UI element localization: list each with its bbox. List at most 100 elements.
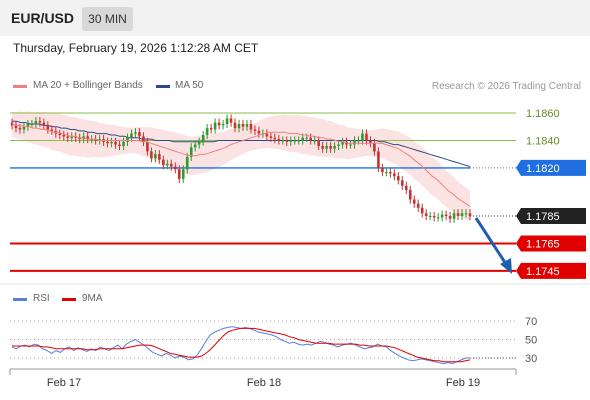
candle-body [94, 139, 97, 141]
candle-body [381, 167, 384, 173]
candle-body [385, 172, 388, 174]
candle-body [349, 144, 352, 146]
candle-body [424, 213, 428, 216]
rsi-ma-legend-swatch [62, 298, 76, 301]
candle-body [456, 213, 460, 216]
candle-body [464, 213, 468, 215]
candle-body [58, 133, 62, 135]
ma20-line [11, 123, 471, 207]
research-credit: Research © 2026 Trading Central [431, 81, 581, 92]
forecast-arrow-shaft [474, 217, 508, 265]
candle-body [436, 217, 440, 219]
candle-body [237, 123, 241, 129]
candle-body [468, 213, 472, 216]
candle-body [257, 130, 261, 134]
rsi-tick-70: 70 [525, 316, 537, 328]
candle-body [448, 216, 452, 219]
candle-body [400, 180, 404, 186]
rsi-tick-30: 30 [525, 353, 537, 365]
candle-body [62, 134, 66, 137]
candle-body [460, 213, 464, 216]
rsi-ma-line [12, 327, 471, 363]
candle-body [10, 122, 14, 126]
candle-body [177, 169, 181, 179]
candle-body [444, 214, 448, 216]
rsi-legend-label: RSI [33, 293, 50, 304]
candle-body [412, 199, 416, 204]
y-tick-1765-box [516, 235, 586, 252]
candle-body [389, 172, 392, 174]
candle-body [181, 169, 185, 179]
candle-body [440, 214, 444, 218]
candle-body [46, 125, 50, 130]
candle-body [70, 136, 74, 138]
header-bar: EUR/USD 30 MIN [0, 0, 590, 36]
candle-body [289, 140, 293, 142]
y-tick-1785: 1.1785 [526, 211, 560, 223]
bollinger-band [12, 111, 470, 222]
y-tick-1765: 1.1765 [526, 238, 560, 250]
candle-body [114, 141, 117, 145]
candle-body [217, 122, 221, 126]
y-tick-1820-box [516, 159, 586, 176]
ma50-line [12, 120, 471, 168]
candle-body [229, 118, 233, 123]
candle-body [18, 128, 22, 130]
y-tick-1785-box [516, 208, 586, 224]
candle-body [377, 151, 380, 168]
candle-body [197, 141, 201, 145]
candle-body [397, 176, 400, 181]
ma50-legend-swatch [156, 85, 170, 88]
candle-body [213, 122, 217, 130]
candle-body [281, 140, 285, 142]
candle-body [357, 140, 360, 142]
candle-body [118, 144, 121, 146]
candle-body [241, 123, 245, 127]
candle-body [321, 145, 324, 149]
candle-body [110, 141, 113, 144]
candle-body [233, 122, 237, 129]
candle-body [365, 133, 368, 141]
candle-body [38, 121, 42, 123]
candle-body [86, 136, 89, 140]
candle-body [134, 132, 137, 134]
candle-body [14, 125, 18, 129]
y-tick-1745: 1.1745 [526, 266, 560, 278]
timestamp: Thursday, February 19, 2026 1:12:28 AM C… [13, 41, 259, 55]
candle-body [333, 145, 336, 149]
candle-body [317, 140, 320, 146]
candle-body [193, 144, 197, 148]
y-tick-1860: 1.1860 [526, 108, 560, 120]
candle-body [285, 140, 289, 142]
candle-body [205, 128, 209, 135]
candle-body [138, 132, 141, 137]
candle-body [293, 140, 297, 142]
timeframe-badge[interactable]: 30 MIN [82, 7, 133, 31]
y-tick-1745-box [516, 262, 586, 279]
candle-body [345, 141, 348, 145]
candle-body [313, 140, 316, 142]
candle-body [170, 163, 173, 167]
candle-body [26, 123, 30, 127]
candle-body [253, 129, 257, 131]
candle-body [66, 136, 70, 138]
candle-body [361, 133, 364, 141]
candle-body [337, 144, 340, 146]
x-tick-label: Feb 18 [247, 377, 281, 389]
y-tick-1820: 1.1820 [526, 163, 560, 175]
candle-body [432, 216, 436, 218]
rsi-tick-50: 50 [525, 335, 537, 347]
candle-body [305, 137, 309, 139]
candle-body [34, 121, 38, 124]
candle-body [369, 140, 372, 144]
candle-body [273, 137, 277, 140]
forecast-arrow-head [500, 258, 512, 274]
candle-body [420, 207, 424, 214]
x-tick-label: Feb 19 [446, 377, 480, 389]
candle-body [277, 139, 281, 141]
rsi-legend-swatch [13, 298, 27, 301]
candle-body [325, 145, 328, 149]
candle-body [309, 137, 312, 141]
candle-body [146, 141, 149, 152]
